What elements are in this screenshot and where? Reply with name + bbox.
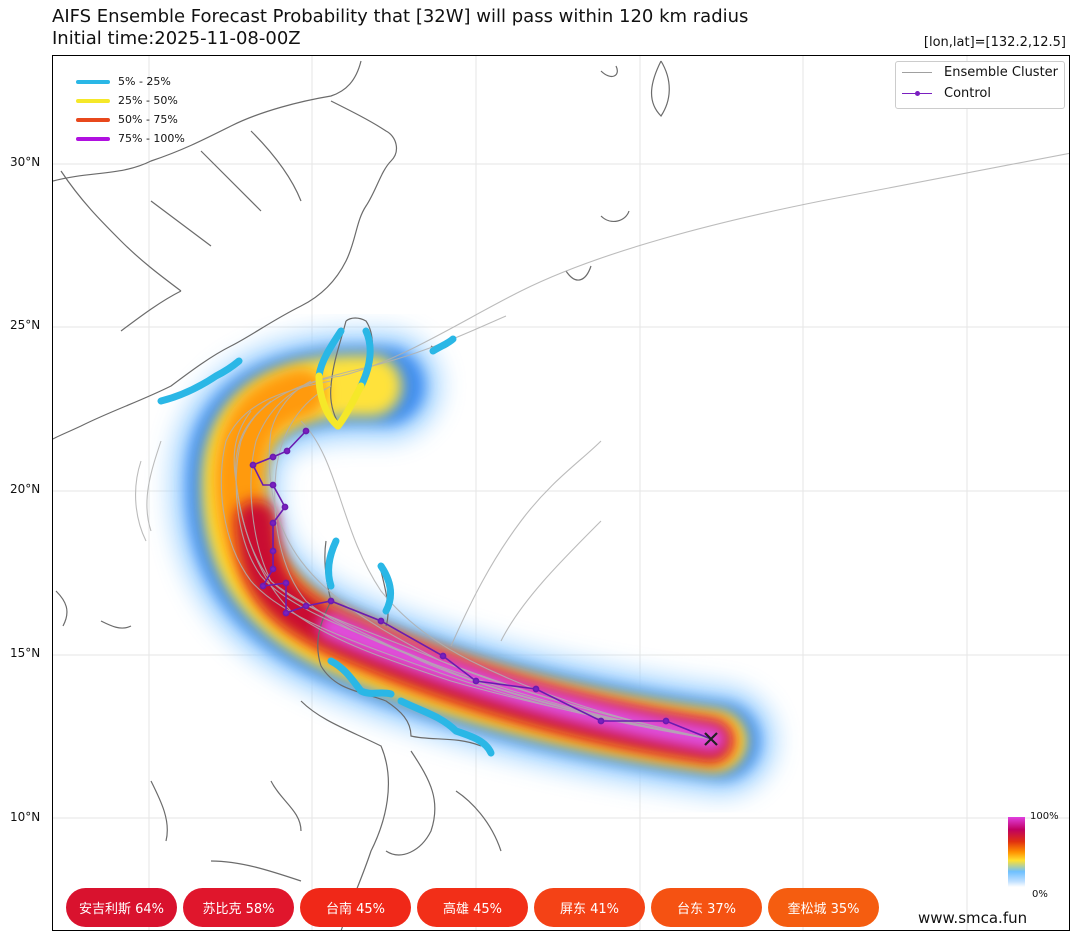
city-pill: 高雄 45%	[417, 888, 528, 927]
control-track	[249, 427, 712, 740]
lat-label-20: 20°N	[10, 482, 41, 496]
legend-label-control: Control	[944, 86, 991, 101]
city-pill: 台东 37%	[651, 888, 762, 927]
map-area	[52, 55, 1070, 931]
lat-label-10: 10°N	[10, 810, 41, 824]
map-svg	[53, 56, 1069, 930]
legend-swatch	[76, 117, 110, 122]
website-watermark: www.smca.fun	[918, 909, 1028, 927]
land-outlines	[53, 60, 670, 930]
chart-title-line1: AIFS Ensemble Forecast Probability that …	[52, 6, 749, 27]
legend-row-control: Control	[896, 83, 1064, 104]
city-pill: 奎松城 35%	[768, 888, 879, 927]
ensemble-tracks	[135, 152, 1069, 740]
city-pill: 安吉利斯 64%	[66, 888, 177, 927]
city-pill: 屏东 41%	[534, 888, 645, 927]
legend-label: 75% - 100%	[118, 132, 185, 145]
lat-label-15: 15°N	[10, 646, 41, 660]
legend-label: 50% - 75%	[118, 113, 178, 126]
legend-swatch	[76, 136, 110, 141]
control-line-icon	[902, 91, 932, 96]
colorbar-min-label: 0%	[1032, 889, 1048, 900]
city-probability-list: 安吉利斯 64% 苏比克 58% 台南 45% 高雄 45% 屏东 41% 台东…	[66, 888, 879, 927]
city-highlights	[157, 327, 495, 757]
colorbar-max-label: 100%	[1030, 811, 1059, 822]
storm-position-marker	[704, 732, 718, 746]
legend-row-25-50: 25% - 50%	[76, 91, 185, 110]
legend-label-ensemble: Ensemble Cluster	[944, 65, 1059, 80]
chart-title-line2: Initial time:2025-11-08-00Z	[52, 28, 301, 49]
legend-label: 5% - 25%	[118, 75, 171, 88]
legend-swatch	[76, 98, 110, 103]
city-pill: 苏比克 58%	[183, 888, 294, 927]
legend-row-75-100: 75% - 100%	[76, 129, 185, 148]
probability-legend: 5% - 25% 25% - 50% 50% - 75% 75% - 100%	[76, 72, 185, 148]
city-pill: 台南 45%	[300, 888, 411, 927]
legend-row-ensemble: Ensemble Cluster	[896, 62, 1064, 83]
legend-swatch	[76, 79, 110, 84]
legend-row-5-25: 5% - 25%	[76, 72, 185, 91]
legend-row-50-75: 50% - 75%	[76, 110, 185, 129]
storm-coordinate: [lon,lat]=[132.2,12.5]	[923, 35, 1066, 50]
ensemble-line-icon	[902, 72, 932, 73]
lat-label-30: 30°N	[10, 155, 41, 169]
legend-label: 25% - 50%	[118, 94, 178, 107]
probability-colorbar	[1008, 817, 1025, 887]
track-legend: Ensemble Cluster Control	[895, 61, 1065, 109]
lat-label-25: 25°N	[10, 318, 41, 332]
